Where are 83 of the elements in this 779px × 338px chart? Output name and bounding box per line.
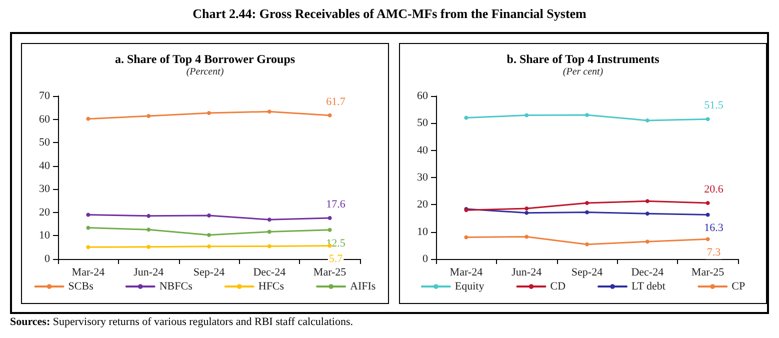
point xyxy=(524,234,529,239)
data-label: 17.6 xyxy=(326,198,346,211)
legend-label: NBFCs xyxy=(159,280,192,292)
point xyxy=(86,212,90,217)
point xyxy=(86,245,90,250)
point xyxy=(146,244,151,249)
point xyxy=(585,201,589,206)
point xyxy=(585,242,589,246)
chart-subtitle: (Percent) xyxy=(186,66,224,78)
y-tick-label: 20 xyxy=(417,198,428,211)
point xyxy=(706,201,710,206)
y-tick-label: 60 xyxy=(39,113,50,126)
point xyxy=(86,226,90,230)
x-tick-label: Sep-24 xyxy=(571,266,604,278)
point xyxy=(146,214,151,218)
data-label: 20.6 xyxy=(704,184,724,196)
y-tick-label: 0 xyxy=(44,253,50,265)
data-label: 16.3 xyxy=(704,222,724,234)
legend-label: CD xyxy=(550,280,566,292)
source-note: Sources: Supervisory returns of various regulators and RBI staff calculations. xyxy=(10,316,353,328)
point xyxy=(267,110,272,114)
legend-label: HFCs xyxy=(258,280,284,292)
chart-subtitle: (Per cent) xyxy=(562,66,604,78)
caption: Chart 2.44: Gross Receivables of AMC-MFs from the Financial System xyxy=(192,6,588,22)
x-tick-label: Jun-24 xyxy=(134,266,164,278)
y-tick-label: 40 xyxy=(417,144,428,156)
data-label: 5.7 xyxy=(328,253,344,266)
point xyxy=(146,114,151,118)
chart-title: b. Share of Top 4 Instruments xyxy=(506,52,660,66)
y-tick-label: 30 xyxy=(39,183,50,196)
y-tick-label: 40 xyxy=(39,160,50,172)
point xyxy=(524,210,529,215)
point xyxy=(464,116,468,120)
x-tick-label: Dec-24 xyxy=(631,266,664,278)
y-tick-label: 10 xyxy=(39,230,50,242)
point xyxy=(146,228,151,232)
y-tick-label: 10 xyxy=(417,226,428,238)
point xyxy=(585,210,589,214)
point xyxy=(328,216,332,220)
point xyxy=(524,113,529,118)
point xyxy=(645,212,650,216)
x-tick-label: Mar-25 xyxy=(313,266,347,278)
point xyxy=(464,235,468,240)
y-tick-label: 70 xyxy=(39,90,50,102)
point xyxy=(706,212,710,217)
legend-label: AIFIs xyxy=(350,280,376,292)
point xyxy=(645,240,650,244)
point xyxy=(267,244,272,248)
data-label: 61.7 xyxy=(326,96,346,108)
legend-label: LT debt xyxy=(632,280,666,292)
y-tick-label: 50 xyxy=(39,136,50,149)
point xyxy=(328,113,332,118)
x-tick-label: Mar-25 xyxy=(691,266,725,278)
x-tick-label: Dec-24 xyxy=(253,266,286,278)
point xyxy=(267,230,272,234)
point xyxy=(706,237,710,242)
y-tick-label: 50 xyxy=(417,117,428,130)
data-label: 51.5 xyxy=(704,100,724,112)
point xyxy=(207,213,211,218)
point xyxy=(645,118,650,122)
x-tick-label: Jun-24 xyxy=(512,266,542,278)
y-tick-label: 30 xyxy=(417,172,428,184)
legend-label: Equity xyxy=(454,280,485,292)
point xyxy=(706,117,710,122)
legend-label: CP xyxy=(732,280,746,292)
point xyxy=(86,116,90,121)
x-tick-label: Sep-24 xyxy=(193,266,226,278)
y-tick-label: 20 xyxy=(39,206,50,218)
point xyxy=(207,244,211,248)
legend-label: SCBs xyxy=(68,280,94,292)
y-tick-label: 0 xyxy=(422,253,428,265)
point xyxy=(267,218,272,222)
point xyxy=(645,199,650,204)
point xyxy=(207,111,211,115)
point xyxy=(585,113,589,118)
point xyxy=(328,228,332,232)
y-tick-label: 60 xyxy=(417,90,428,102)
x-tick-label: Mar-24 xyxy=(72,266,106,278)
point xyxy=(207,233,211,238)
point xyxy=(524,206,529,210)
chart-title: a. Share of Top 4 Borrower Groups xyxy=(114,52,296,66)
x-tick-label: Mar-24 xyxy=(450,266,484,278)
data-label: 7.3 xyxy=(706,246,722,259)
